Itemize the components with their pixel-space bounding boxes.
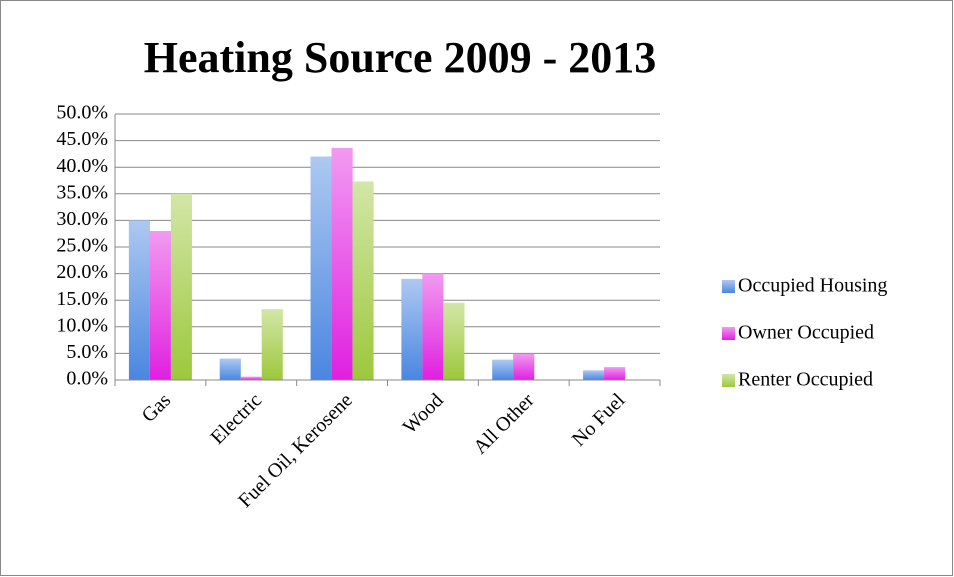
legend-label: Renter Occupied bbox=[738, 369, 873, 391]
y-tick-label: 0.0% bbox=[66, 368, 108, 390]
y-tick-label: 30.0% bbox=[56, 208, 108, 230]
bar-shine bbox=[149, 231, 171, 380]
legend-swatch-shine bbox=[722, 374, 735, 387]
bar-shine bbox=[604, 367, 626, 380]
bar-shine bbox=[128, 220, 150, 380]
bar-shine bbox=[583, 370, 605, 380]
y-tick-label: 5.0% bbox=[66, 341, 108, 363]
bar-shine bbox=[331, 148, 353, 380]
bar-shine bbox=[310, 156, 332, 380]
y-tick-label: 50.0% bbox=[56, 102, 108, 124]
bar-shine bbox=[443, 302, 465, 380]
y-tick-label: 40.0% bbox=[56, 155, 108, 177]
bar-shine bbox=[261, 309, 283, 380]
bar-shine bbox=[219, 358, 241, 380]
legend-swatch-shine bbox=[722, 280, 735, 293]
bar-shine bbox=[513, 353, 535, 380]
y-tick-label: 10.0% bbox=[56, 314, 108, 336]
legend-label: Owner Occupied bbox=[738, 322, 874, 344]
y-tick-label: 25.0% bbox=[56, 235, 108, 257]
bar-shine bbox=[240, 376, 262, 380]
bar-shine bbox=[492, 359, 514, 380]
y-tick-label: 35.0% bbox=[56, 181, 108, 203]
legend-swatch-shine bbox=[722, 327, 735, 340]
bar-shine bbox=[401, 278, 423, 380]
y-tick-label: 45.0% bbox=[56, 128, 108, 150]
y-tick-label: 20.0% bbox=[56, 261, 108, 283]
bar-shine bbox=[422, 273, 444, 380]
y-tick-label: 15.0% bbox=[56, 288, 108, 310]
bar-shine bbox=[170, 193, 192, 380]
chart-title: Heating Source 2009 - 2013 bbox=[144, 33, 657, 82]
bar-shine bbox=[352, 181, 374, 380]
legend-label: Occupied Housing bbox=[738, 275, 887, 297]
